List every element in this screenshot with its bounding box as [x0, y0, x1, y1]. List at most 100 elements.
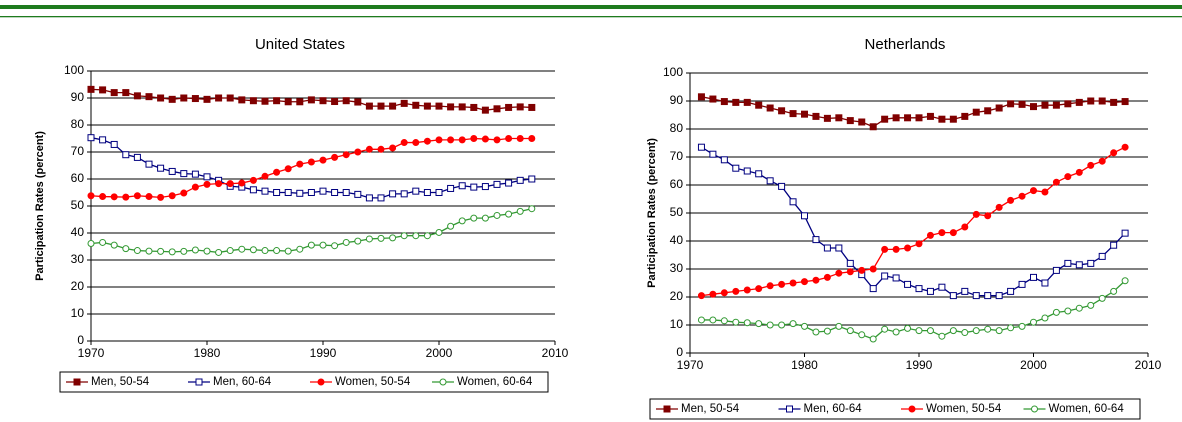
chart-title: Netherlands	[865, 36, 946, 53]
marker	[99, 238, 107, 246]
marker	[191, 183, 199, 191]
marker	[412, 232, 420, 240]
marker	[949, 327, 957, 335]
marker	[823, 244, 831, 252]
x-tick-label: 2010	[1135, 358, 1162, 372]
marker	[1087, 301, 1095, 309]
marker	[1121, 98, 1129, 106]
y-tick-label: 80	[71, 117, 85, 131]
marker	[516, 207, 524, 215]
x-tick-label: 1990	[906, 358, 933, 372]
marker	[505, 210, 513, 218]
marker	[812, 276, 820, 284]
marker	[972, 292, 980, 300]
marker	[869, 123, 877, 131]
marker	[481, 106, 489, 114]
marker	[801, 110, 808, 118]
marker	[926, 112, 934, 120]
marker	[778, 182, 786, 190]
marker	[1075, 98, 1083, 106]
marker	[1041, 101, 1049, 109]
marker	[400, 139, 408, 147]
marker	[1064, 259, 1072, 267]
marker	[249, 186, 257, 194]
y-tick-label: 10	[670, 317, 684, 331]
marker	[481, 135, 489, 143]
marker	[858, 118, 866, 126]
marker	[331, 98, 339, 106]
marker	[203, 180, 211, 188]
marker	[354, 190, 362, 198]
marker	[1098, 157, 1106, 165]
marker	[342, 97, 350, 105]
y-tick-label: 50	[670, 205, 684, 219]
marker	[365, 145, 373, 153]
legend-marker	[1031, 405, 1038, 413]
y-tick-label: 20	[71, 279, 85, 293]
marker	[191, 95, 199, 103]
marker	[249, 176, 257, 184]
marker	[493, 180, 501, 188]
y-tick-label: 90	[71, 90, 85, 104]
marker	[226, 247, 234, 255]
marker	[273, 168, 281, 176]
marker	[801, 322, 808, 330]
marker	[743, 167, 751, 175]
marker	[516, 176, 524, 184]
marker	[435, 228, 443, 236]
marker	[755, 285, 763, 293]
marker	[938, 332, 946, 340]
marker	[307, 96, 315, 104]
chart: United States Participation Rates (percen…	[34, 36, 569, 393]
marker	[1018, 192, 1026, 200]
marker	[157, 247, 165, 255]
marker	[743, 319, 751, 327]
marker	[284, 98, 292, 106]
legend-label: Men, 60-64	[804, 403, 863, 415]
marker	[87, 240, 95, 248]
marker	[904, 114, 912, 122]
series-line	[701, 146, 1126, 297]
y-tick-label: 40	[670, 233, 684, 247]
y-axis-label: Participation Rates (percent)	[646, 138, 658, 288]
legend-label: Men, 60-64	[213, 376, 272, 388]
marker	[400, 190, 408, 198]
marker	[1041, 279, 1049, 287]
marker	[1041, 314, 1049, 322]
marker	[493, 105, 501, 113]
marker	[342, 189, 350, 196]
marker	[869, 285, 877, 293]
marker	[296, 160, 304, 168]
marker	[709, 95, 717, 103]
marker	[447, 103, 455, 111]
marker	[203, 95, 211, 103]
marker	[412, 187, 420, 195]
marker	[915, 327, 923, 335]
marker	[133, 247, 141, 255]
marker	[354, 98, 362, 106]
marker	[377, 145, 385, 153]
marker	[1030, 273, 1037, 281]
marker	[949, 292, 957, 300]
marker	[881, 272, 889, 280]
marker	[226, 180, 234, 188]
marker	[273, 247, 281, 255]
marker	[995, 292, 1003, 300]
marker	[1110, 149, 1118, 157]
marker	[1007, 324, 1015, 332]
legend-label: Women, 60-64	[1049, 403, 1125, 415]
marker	[1075, 168, 1083, 176]
marker	[1007, 196, 1015, 204]
marker	[869, 335, 877, 343]
x-tick-label: 2000	[1020, 358, 1047, 372]
marker	[435, 189, 443, 196]
legend-marker	[663, 405, 671, 413]
marker	[915, 285, 923, 293]
marker	[354, 237, 362, 245]
marker	[99, 193, 107, 201]
marker	[505, 135, 513, 142]
marker	[766, 321, 774, 329]
y-tick-label: 100	[663, 65, 683, 79]
marker	[307, 241, 315, 249]
marker	[122, 193, 130, 201]
